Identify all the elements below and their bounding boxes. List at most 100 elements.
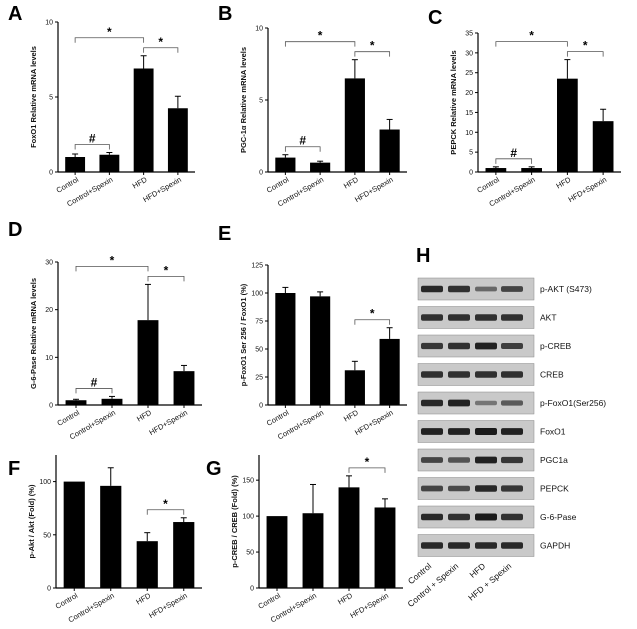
significance-marker: * [370, 39, 375, 53]
blot-band [501, 400, 523, 406]
significance-marker: # [89, 132, 96, 146]
x-tick-label: Control [265, 175, 291, 195]
bar [557, 78, 578, 172]
y-tick-label: 150 [242, 478, 254, 485]
blot-band [501, 542, 523, 549]
panel-letter: E [218, 223, 231, 245]
y-tick-label: 100 [242, 514, 254, 521]
y-tick-label: 10 [465, 130, 473, 137]
blot-band [475, 314, 497, 321]
bar [592, 121, 614, 172]
blot-band [501, 314, 523, 321]
bar [266, 516, 288, 588]
y-axis-label: G-6-Pase Relative mRNA levels [29, 278, 38, 389]
blot-band [421, 285, 443, 293]
chart-panel-c: C 0 5 10 15 20 25 30 35 PEPCK Relative mRNA level… [428, 7, 621, 208]
y-axis-label: p-FoxO1 Ser 256 / FoxO1 (%) [239, 283, 248, 386]
bar [167, 108, 188, 172]
blot-row-label: FoxO1 [540, 427, 566, 437]
significance-marker: * [318, 29, 323, 43]
x-tick-label: HFD [131, 175, 149, 191]
blot-row-label: p-AKT (S473) [540, 284, 592, 294]
panel-letter: A [8, 3, 22, 25]
panel-letter: C [428, 7, 442, 29]
x-tick-label: HFD+Spexin [141, 175, 183, 204]
blot-band [421, 485, 443, 492]
y-tick-label: 10 [45, 20, 53, 27]
x-tick-label: HFD+Spexin [147, 408, 189, 437]
y-tick-label: 100 [251, 291, 263, 298]
bar [65, 157, 86, 172]
significance-marker: * [163, 497, 168, 511]
blot-band [475, 428, 497, 435]
bar [100, 485, 122, 588]
blot-band [448, 428, 470, 435]
panel-letter: F [8, 458, 20, 480]
x-tick-label: Control [257, 591, 283, 611]
significance-bracket [354, 319, 391, 325]
significance-bracket [354, 51, 391, 57]
significance-marker: * [583, 39, 588, 53]
blot-band [475, 286, 497, 292]
bar [302, 513, 324, 588]
significance-bracket [495, 158, 533, 164]
significance-bracket [143, 47, 179, 53]
blot-band [501, 371, 523, 378]
bar [379, 338, 400, 405]
x-tick-label: HFD [555, 175, 573, 191]
blot-band [448, 314, 470, 321]
x-tick-label: HFD [134, 591, 152, 607]
blot-band [501, 513, 523, 521]
bar [101, 398, 123, 405]
blot-band [475, 371, 497, 378]
significance-bracket [284, 146, 321, 152]
significance-bracket [75, 266, 149, 272]
bar [485, 168, 507, 172]
y-tick-label: 15 [465, 110, 473, 117]
blot-band [475, 400, 497, 406]
blot-row-label: G-6-Pase [540, 512, 577, 522]
y-axis-label: PEPCK Relative mRNA levels [449, 50, 458, 154]
significance-marker: * [370, 307, 375, 321]
significance-bracket [566, 51, 604, 57]
blot-row-label: PGC1a [540, 455, 568, 465]
bar [344, 78, 365, 172]
significance-bracket [495, 41, 568, 47]
y-tick-label: 25 [255, 375, 263, 382]
significance-marker: * [529, 29, 534, 43]
x-tick-label: HFD [336, 591, 354, 607]
bar [344, 370, 365, 405]
y-tick-label: 5 [49, 95, 53, 102]
blot-band [448, 485, 470, 492]
significance-bracket [284, 41, 356, 47]
significance-marker: * [164, 263, 169, 277]
y-tick-label: 20 [45, 307, 53, 314]
y-tick-label: 30 [45, 260, 53, 267]
significance-marker: * [158, 35, 163, 49]
bar [275, 157, 296, 172]
bar [379, 129, 400, 172]
blot-strip [417, 391, 535, 415]
x-tick-label: Control [55, 175, 81, 195]
blot-band [475, 485, 497, 492]
panel-letter: D [8, 219, 22, 241]
blot-band [421, 371, 443, 378]
x-tick-label: HFD+Spexin [353, 408, 395, 437]
significance-bracket [74, 144, 110, 150]
blot-band [421, 513, 443, 521]
y-tick-label: 30 [465, 50, 473, 57]
x-tick-label: Control [265, 408, 291, 428]
x-tick-label: HFD [342, 175, 360, 191]
bar [173, 522, 195, 588]
bar [310, 162, 331, 172]
significance-bracket [147, 276, 185, 282]
blot-band [448, 457, 470, 463]
x-tick-label: HFD+Spexin [353, 175, 395, 204]
significance-marker: # [299, 134, 306, 148]
y-tick-label: 75 [255, 319, 263, 326]
blot-band [448, 399, 470, 407]
bar [275, 293, 296, 405]
blot-band [421, 428, 443, 435]
